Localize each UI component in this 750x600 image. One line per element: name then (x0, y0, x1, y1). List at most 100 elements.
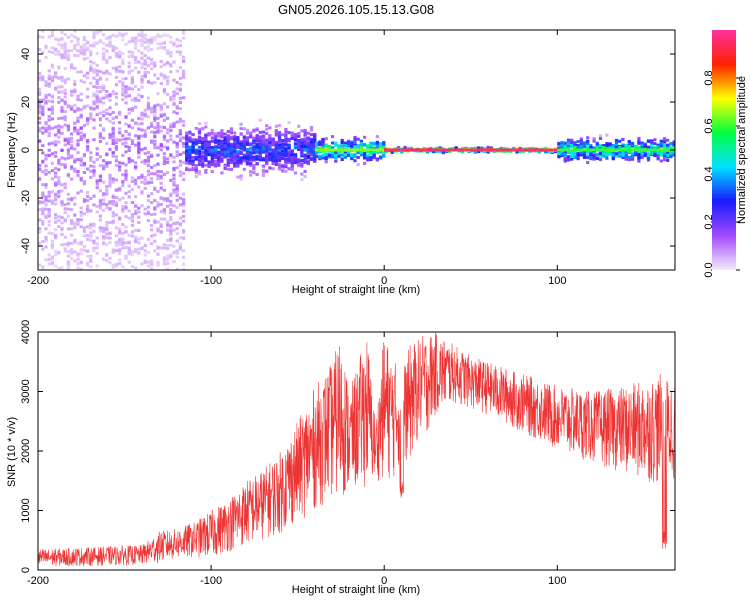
heatmap-cell (98, 164, 102, 168)
heatmap-cell (57, 158, 61, 162)
heatmap-cell (445, 148, 449, 152)
heatmap-cell (178, 87, 182, 91)
heatmap-cell (207, 133, 211, 137)
heatmap-cell (124, 32, 128, 36)
heatmap-cell (166, 171, 170, 175)
heatmap-cell (182, 228, 186, 232)
heatmap-cell (300, 153, 304, 156)
heatmap-cell (57, 161, 61, 165)
heatmap-cell (303, 128, 307, 132)
heatmap-cell (153, 164, 157, 168)
heatmap-cell (297, 139, 301, 143)
heatmap-cell (92, 68, 96, 72)
heatmap-cell (340, 138, 344, 142)
heatmap-cell (118, 80, 122, 83)
heatmap-cell (124, 91, 128, 95)
heatmap-cell (300, 139, 304, 143)
heatmap-cell (435, 150, 439, 154)
heatmap-cell (127, 69, 131, 73)
heatmap-cell (92, 138, 96, 142)
heatmap-cell (249, 162, 253, 165)
heatmap-cell (150, 38, 154, 42)
heatmap-cell (111, 130, 115, 134)
heatmap-cell (60, 156, 64, 160)
heatmap-cell (502, 148, 506, 152)
heatmap-cell (118, 229, 122, 233)
heatmap-cell (156, 130, 160, 134)
heatmap-cell (461, 148, 465, 152)
heatmap-cell (175, 232, 179, 236)
heatmap-cell (114, 66, 118, 70)
heatmap-cell (277, 158, 282, 162)
heatmap-cell (159, 176, 163, 180)
heatmap-cell (162, 256, 166, 260)
heatmap-cell (643, 152, 647, 156)
heatmap-cell (624, 153, 628, 157)
heatmap-cell (50, 199, 54, 203)
heatmap-cell (321, 153, 325, 157)
heatmap-cell (614, 152, 619, 156)
heatmap-cell (124, 137, 128, 141)
colorbar-tick-label: 0.4 (703, 166, 715, 181)
heatmap-cell (79, 79, 83, 83)
heatmap-cell (321, 150, 325, 154)
heatmap-cell (153, 104, 157, 108)
heatmap-cell (118, 165, 122, 169)
heatmap-cell (265, 155, 269, 159)
heatmap-cell (656, 150, 660, 154)
heatmap-cell (47, 142, 51, 146)
heatmap-cell (50, 246, 54, 250)
heatmap-cell (153, 107, 157, 111)
heatmap-cell (108, 98, 112, 102)
heatmap-cell (239, 161, 243, 165)
heatmap-cell (137, 247, 141, 251)
heatmap-cell (353, 159, 357, 163)
heatmap-cell (47, 199, 51, 203)
heatmap-cell (105, 141, 109, 145)
heatmap-cell (175, 111, 179, 115)
heatmap-cell (63, 52, 67, 56)
heatmap-cell (182, 178, 186, 182)
spectrogram-x-label: Height of straight line (km) (292, 284, 420, 296)
heatmap-cell (92, 85, 96, 89)
heatmap-cell (114, 262, 118, 266)
heatmap-cell (47, 84, 51, 88)
heatmap-cell (105, 77, 109, 81)
heatmap-cell (111, 211, 115, 215)
heatmap-cell (50, 202, 54, 205)
heatmap-cell (153, 114, 157, 118)
heatmap-cell (226, 140, 230, 144)
heatmap-cell (331, 150, 335, 154)
heatmap-cell (573, 141, 577, 145)
heatmap-cell (41, 51, 45, 54)
heatmap-cell (47, 212, 51, 216)
heatmap-cell (153, 119, 157, 122)
heatmap-cell (118, 121, 122, 125)
heatmap-cell (185, 161, 189, 165)
heatmap-cell (114, 226, 118, 230)
heatmap-cell (44, 56, 48, 59)
heatmap-cell (525, 148, 529, 152)
heatmap-cell (118, 242, 122, 246)
heatmap-cell (582, 156, 587, 159)
heatmap-cell (563, 144, 567, 148)
heatmap-cell (38, 116, 42, 120)
heatmap-cell (653, 148, 657, 152)
heatmap-cell (309, 128, 314, 132)
heatmap-cell (213, 156, 218, 160)
heatmap-cell (245, 138, 250, 141)
heatmap-cell (76, 38, 80, 42)
heatmap-cell (375, 158, 379, 162)
heatmap-cell (166, 157, 170, 161)
heatmap-cell (229, 160, 234, 164)
heatmap-cell (166, 139, 170, 143)
heatmap-cell (41, 247, 45, 251)
heatmap-cell (557, 146, 561, 150)
heatmap-cell (201, 138, 205, 141)
heatmap-cell (114, 95, 118, 99)
heatmap-cell (353, 145, 357, 149)
heatmap-cell (290, 164, 294, 168)
heatmap-cell (50, 177, 54, 181)
heatmap-cell (560, 146, 564, 150)
heatmap-cell (306, 146, 310, 149)
